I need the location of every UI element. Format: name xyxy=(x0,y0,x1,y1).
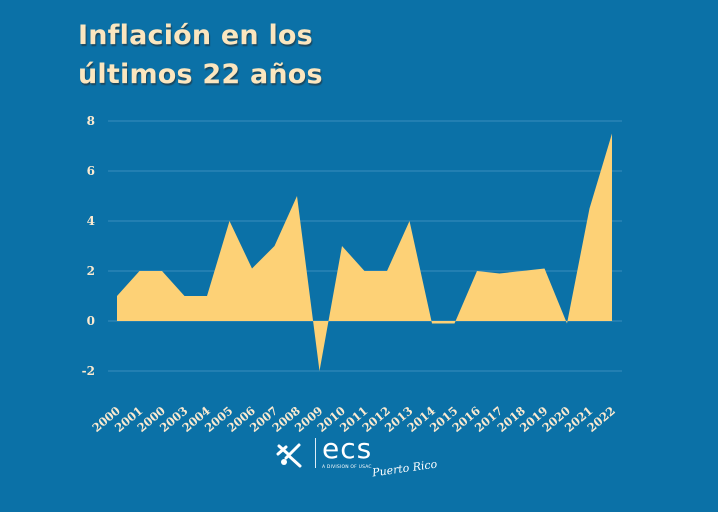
logo-wordmark: ecs xyxy=(322,432,373,465)
y-tick-label: -2 xyxy=(82,364,95,378)
y-tick-label: 4 xyxy=(87,214,95,228)
chart-title: Inflación en los últimos 22 años xyxy=(78,16,323,94)
chart-title-line-1: Inflación en los xyxy=(78,20,313,51)
inflation-area-series xyxy=(117,133,612,371)
logo-divider xyxy=(315,438,316,468)
logo-region: Puerto Rico xyxy=(371,457,438,480)
x-axis-ticks: 2000200120002003200420052006200720082009… xyxy=(89,404,618,435)
y-axis-ticks: 8 6 4 2 0 -2 xyxy=(82,114,95,378)
logo-subtitle: A DIVISION OF USAC xyxy=(322,465,372,470)
ecs-logo: ecs A DIVISION OF USAC Puerto Rico xyxy=(270,432,450,480)
gridlines xyxy=(108,120,622,372)
ecs-mark-icon xyxy=(276,443,302,468)
y-tick-label: 2 xyxy=(87,264,95,278)
chart-title-line-2: últimos 22 años xyxy=(78,59,323,90)
y-tick-label: 8 xyxy=(87,114,95,128)
y-tick-label: 6 xyxy=(87,164,95,178)
y-tick-label: 0 xyxy=(87,314,95,328)
